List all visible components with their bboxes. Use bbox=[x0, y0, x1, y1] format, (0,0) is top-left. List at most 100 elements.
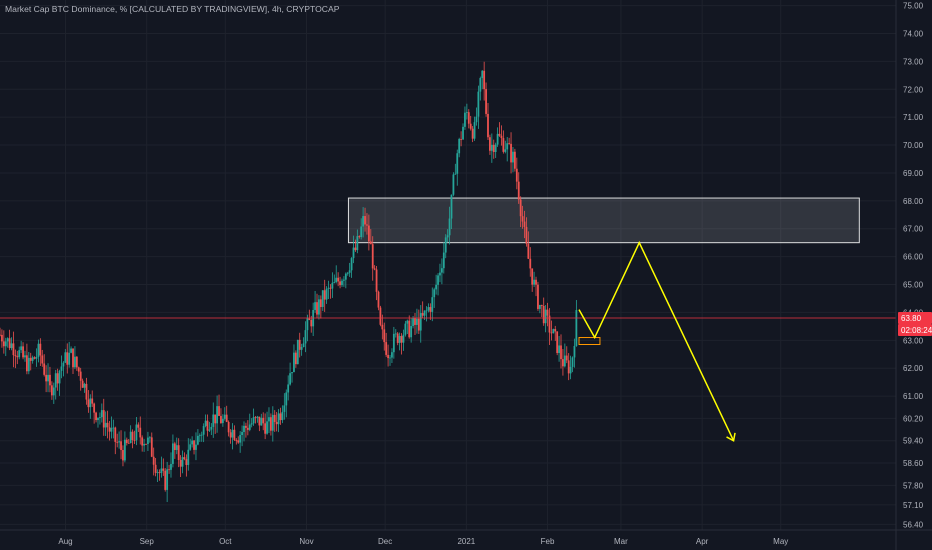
candle-body bbox=[535, 279, 537, 285]
candle-body bbox=[164, 470, 167, 490]
candle-body bbox=[358, 236, 361, 238]
candle-body bbox=[371, 244, 374, 269]
candle-body bbox=[448, 218, 451, 236]
candle-body bbox=[214, 414, 217, 424]
candle-body bbox=[523, 221, 526, 227]
candle-body bbox=[216, 406, 219, 424]
candle-body bbox=[31, 357, 34, 361]
candle-body bbox=[133, 440, 136, 441]
projection-arrowhead bbox=[726, 432, 736, 442]
candle-body bbox=[200, 434, 203, 436]
candle-body bbox=[489, 137, 491, 151]
candle-body bbox=[231, 429, 234, 438]
candle-body bbox=[552, 329, 555, 334]
candle-body bbox=[287, 384, 290, 393]
candle-body bbox=[364, 216, 366, 225]
y-tick-label: 59.40 bbox=[903, 437, 924, 446]
candle-body bbox=[316, 302, 318, 315]
candle-body bbox=[519, 199, 522, 217]
candle-body bbox=[72, 348, 74, 368]
candle-body bbox=[123, 439, 126, 461]
candle-body bbox=[362, 216, 365, 227]
candle-body bbox=[93, 403, 96, 413]
y-tick-label: 75.00 bbox=[903, 2, 924, 11]
candle-body bbox=[268, 417, 270, 422]
candle-body bbox=[437, 275, 439, 285]
candle-body bbox=[246, 427, 249, 430]
candle-body bbox=[429, 307, 432, 312]
chart-title: Market Cap BTC Dominance, % [CALCULATED … bbox=[5, 4, 340, 14]
candle-body bbox=[275, 421, 278, 425]
candle-body bbox=[310, 319, 313, 327]
candle-body bbox=[269, 417, 272, 431]
candle-body bbox=[542, 305, 545, 324]
candle-body bbox=[417, 318, 420, 331]
candle-body bbox=[283, 405, 286, 412]
candle-body bbox=[120, 441, 122, 451]
candle-body bbox=[104, 422, 107, 428]
candle-body bbox=[218, 406, 220, 416]
candle-body bbox=[50, 385, 53, 396]
candle-body bbox=[131, 431, 134, 441]
candle-body bbox=[229, 432, 232, 438]
candle-body bbox=[139, 427, 142, 438]
candle-body bbox=[479, 78, 482, 92]
candle-body bbox=[114, 427, 117, 442]
candle-body bbox=[173, 443, 176, 450]
candle-body bbox=[550, 332, 553, 334]
candle-body bbox=[147, 437, 149, 445]
candle-body bbox=[537, 284, 539, 309]
candle-body bbox=[389, 357, 391, 359]
x-tick-label: Oct bbox=[219, 537, 232, 546]
candle-body bbox=[440, 268, 443, 273]
candle-body bbox=[569, 366, 572, 374]
candle-body bbox=[183, 457, 186, 460]
candle-body bbox=[319, 299, 322, 307]
candle-body bbox=[504, 149, 507, 152]
candle-body bbox=[431, 297, 434, 312]
y-tick-label: 57.10 bbox=[903, 501, 924, 510]
x-tick-label: Apr bbox=[696, 537, 709, 546]
candle-body bbox=[469, 123, 472, 129]
candle-body bbox=[54, 373, 57, 388]
candle-body bbox=[556, 331, 559, 353]
candle-body bbox=[435, 284, 438, 290]
candle-body bbox=[29, 357, 32, 361]
candle-body bbox=[341, 280, 343, 286]
candle-body bbox=[112, 427, 115, 429]
candle-body bbox=[475, 116, 478, 123]
candle-body bbox=[208, 429, 211, 431]
y-tick-label: 58.60 bbox=[903, 459, 924, 468]
candle-body bbox=[439, 272, 441, 276]
candle-body bbox=[243, 425, 245, 433]
candle-body bbox=[245, 425, 247, 428]
candle-body bbox=[406, 320, 409, 324]
candle-body bbox=[563, 355, 566, 367]
candle-body bbox=[225, 414, 228, 422]
candle-body bbox=[10, 343, 13, 349]
candle-body bbox=[398, 335, 401, 343]
y-tick-label: 63.00 bbox=[903, 336, 924, 345]
candle-body bbox=[567, 360, 570, 374]
candle-body bbox=[87, 399, 90, 408]
candle-body bbox=[423, 310, 426, 316]
candle-body bbox=[558, 345, 560, 353]
candle-body bbox=[490, 144, 493, 151]
candle-body bbox=[481, 70, 484, 79]
candle-body bbox=[508, 143, 511, 145]
candle-body bbox=[515, 168, 518, 182]
candle-body bbox=[91, 398, 94, 404]
candle-body bbox=[298, 339, 301, 350]
candles bbox=[0, 61, 578, 503]
candle-body bbox=[285, 392, 288, 406]
candle-body bbox=[262, 417, 265, 424]
candle-body bbox=[296, 339, 299, 365]
candle-body bbox=[56, 373, 59, 384]
candle-body bbox=[385, 342, 388, 355]
x-tick-label: Feb bbox=[541, 537, 555, 546]
grid bbox=[0, 0, 896, 530]
candle-body bbox=[148, 437, 151, 439]
candle-body bbox=[373, 268, 376, 270]
candle-body bbox=[264, 423, 267, 434]
candle-body bbox=[471, 128, 474, 139]
